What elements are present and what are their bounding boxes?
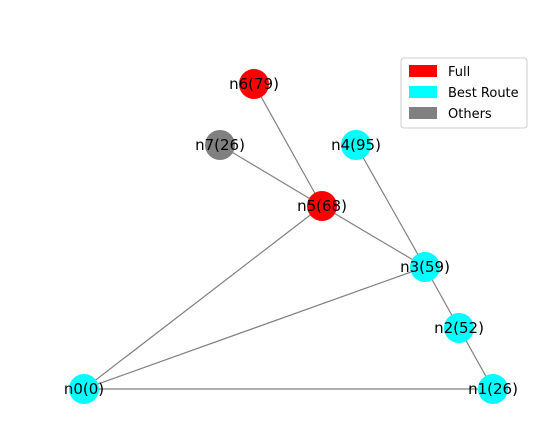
nodes-layer (69, 69, 508, 404)
node-n0 (69, 374, 99, 404)
node-n3 (410, 252, 440, 282)
node-n6 (239, 69, 269, 99)
legend-swatch-others (409, 107, 437, 119)
legend-label-others: Others (448, 107, 492, 122)
edge-n5-n7 (219, 144, 323, 207)
edge-n0-n5 (83, 205, 323, 390)
node-label-n2: n2(52) (434, 319, 484, 337)
node-n5 (307, 191, 337, 221)
node-n1 (478, 374, 508, 404)
node-n7 (205, 130, 235, 160)
labels-layer: n0(0) n1(26) n2(52) n3(59) n4(95) n5(68) n6(79… (64, 75, 518, 398)
node-label-n0: n0(0) (64, 380, 104, 398)
legend-swatch-full (409, 65, 437, 77)
node-label-n7: n7(26) (195, 136, 245, 154)
edge-n0-n3 (83, 266, 426, 390)
node-label-n3: n3(59) (400, 258, 450, 276)
legend: Full Best Route Others (400, 57, 528, 129)
node-n4 (341, 130, 371, 160)
node-label-n6: n6(79) (229, 75, 279, 93)
node-label-n4: n4(95) (331, 136, 381, 154)
edge-n3-n4 (355, 144, 426, 268)
legend-label-best-route: Best Route (448, 86, 519, 101)
node-n2 (444, 313, 474, 343)
legend-label-full: Full (448, 65, 470, 80)
edge-n3-n5 (321, 205, 426, 268)
edges-layer (83, 83, 494, 390)
node-label-n1: n1(26) (468, 380, 518, 398)
legend-swatch-best-route (409, 86, 437, 98)
edge-n5-n6 (253, 83, 323, 207)
node-label-n5: n5(68) (297, 197, 347, 215)
